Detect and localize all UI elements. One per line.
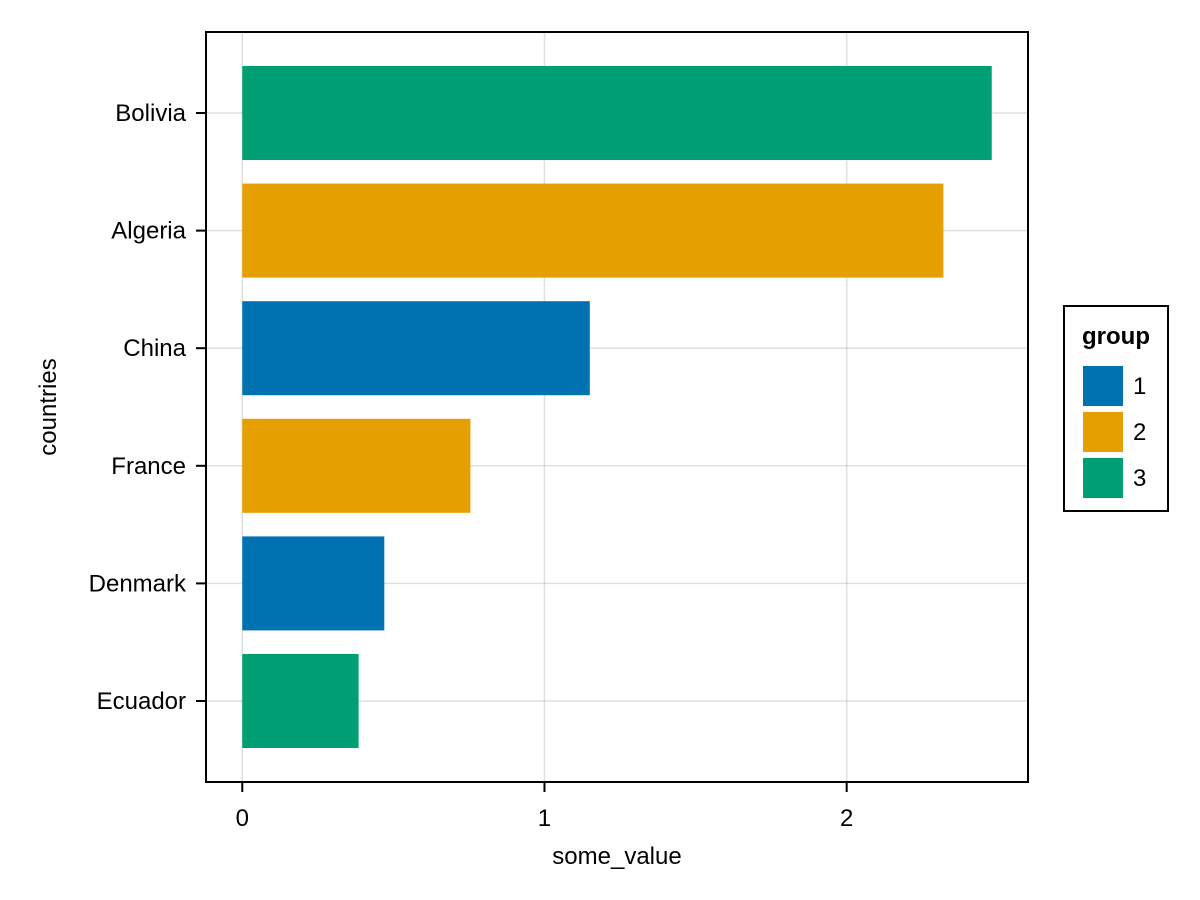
plot-frame [205, 31, 1029, 783]
x-tick-label: 1 [538, 805, 551, 832]
x-tick-label: 2 [840, 805, 853, 832]
x-axis: 0 1 2 [236, 782, 853, 832]
y-tick-label: Denmark [89, 570, 187, 597]
x-axis-label: some_value [552, 843, 681, 870]
legend-title: group [1082, 323, 1150, 350]
legend: group 1 2 3 [1063, 305, 1169, 512]
legend-entries: 1 2 3 [1083, 366, 1146, 498]
legend-label: 2 [1133, 419, 1146, 446]
legend-swatch-1 [1083, 366, 1123, 406]
legend-label: 1 [1133, 373, 1146, 400]
y-tick-label: Bolivia [115, 100, 186, 127]
bar-algeria [242, 183, 944, 278]
y-tick-label: Ecuador [97, 688, 186, 715]
y-axis-label: countries [35, 358, 62, 455]
x-tick-label: 0 [236, 805, 249, 832]
bar-denmark [242, 536, 385, 631]
legend-swatch-3 [1083, 458, 1123, 498]
y-tick-label: China [123, 335, 186, 362]
bar-bolivia [242, 66, 992, 160]
bar-france [242, 418, 471, 513]
bar-china [242, 301, 590, 396]
bar-ecuador [242, 654, 359, 748]
y-tick-label: Algeria [111, 218, 186, 245]
legend-swatch-2 [1083, 412, 1123, 452]
y-tick-label: France [111, 453, 186, 480]
legend-label: 3 [1133, 465, 1146, 492]
y-axis: Bolivia Algeria China France Denmark Ecuador [89, 100, 206, 715]
bars [242, 66, 992, 748]
